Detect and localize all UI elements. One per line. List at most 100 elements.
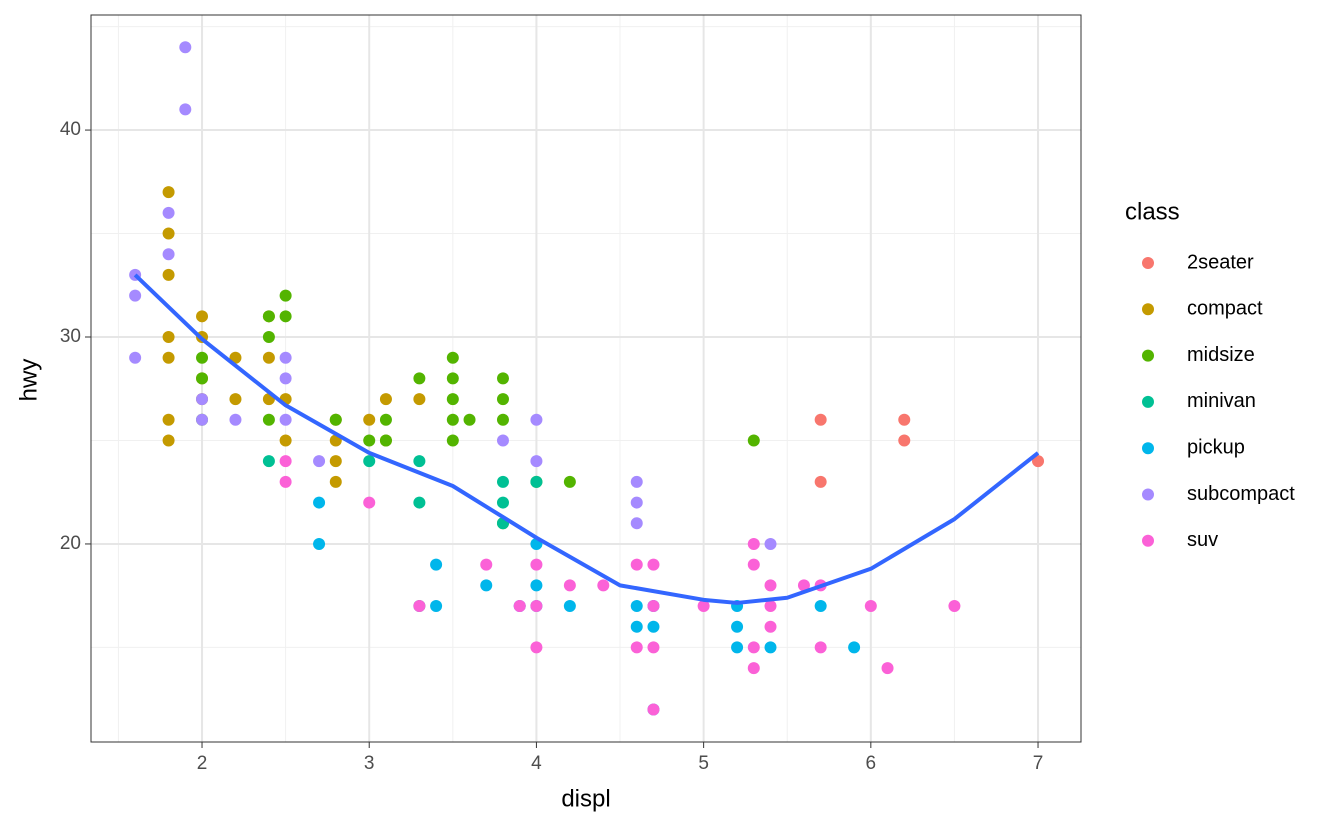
point bbox=[764, 620, 777, 633]
point bbox=[647, 558, 660, 571]
point bbox=[162, 206, 175, 219]
point bbox=[797, 579, 810, 592]
point bbox=[747, 558, 760, 571]
point bbox=[496, 372, 509, 385]
point bbox=[848, 641, 861, 654]
point bbox=[563, 475, 576, 488]
point bbox=[630, 641, 643, 654]
point bbox=[279, 475, 292, 488]
point bbox=[413, 455, 426, 468]
point bbox=[496, 413, 509, 426]
point bbox=[379, 413, 392, 426]
y-tick-label: 30 bbox=[60, 326, 81, 347]
point bbox=[313, 537, 326, 550]
point bbox=[530, 600, 543, 613]
point bbox=[630, 496, 643, 509]
legend-label: midsize bbox=[1187, 344, 1255, 366]
x-tick-label: 6 bbox=[866, 753, 877, 774]
legend-title: class bbox=[1125, 198, 1180, 225]
point bbox=[563, 600, 576, 613]
point bbox=[948, 600, 961, 613]
point bbox=[179, 41, 192, 54]
point bbox=[162, 227, 175, 240]
point bbox=[764, 537, 777, 550]
point bbox=[647, 600, 660, 613]
point bbox=[162, 248, 175, 261]
point bbox=[363, 496, 376, 509]
point bbox=[647, 641, 660, 654]
point bbox=[731, 620, 744, 633]
point bbox=[747, 641, 760, 654]
point bbox=[279, 289, 292, 302]
point bbox=[814, 413, 827, 426]
point bbox=[413, 372, 426, 385]
point bbox=[496, 393, 509, 406]
point bbox=[563, 579, 576, 592]
point bbox=[196, 393, 209, 406]
point bbox=[129, 351, 142, 364]
point bbox=[229, 413, 242, 426]
x-tick-label: 4 bbox=[531, 753, 542, 774]
x-tick-label: 7 bbox=[1033, 753, 1044, 774]
smooth-line bbox=[133, 273, 1040, 605]
point bbox=[262, 413, 275, 426]
point bbox=[262, 455, 275, 468]
point bbox=[162, 351, 175, 364]
point bbox=[329, 475, 342, 488]
point bbox=[413, 393, 426, 406]
point bbox=[747, 537, 760, 550]
point bbox=[630, 558, 643, 571]
point bbox=[530, 475, 543, 488]
point bbox=[747, 434, 760, 447]
point bbox=[279, 434, 292, 447]
point bbox=[363, 434, 376, 447]
point bbox=[764, 600, 777, 613]
point bbox=[279, 351, 292, 364]
point bbox=[413, 600, 426, 613]
point bbox=[630, 475, 643, 488]
point bbox=[179, 103, 192, 116]
point bbox=[1032, 455, 1045, 468]
point bbox=[446, 393, 459, 406]
point bbox=[630, 600, 643, 613]
y-axis-label: hwy bbox=[15, 359, 42, 402]
legend-label: suv bbox=[1187, 529, 1218, 551]
point bbox=[446, 434, 459, 447]
point bbox=[530, 641, 543, 654]
legend-marker bbox=[1142, 534, 1154, 547]
point bbox=[630, 620, 643, 633]
point bbox=[229, 393, 242, 406]
point bbox=[363, 413, 376, 426]
point bbox=[496, 496, 509, 509]
point bbox=[162, 413, 175, 426]
point bbox=[363, 455, 376, 468]
legend-label: subcompact bbox=[1187, 483, 1295, 505]
point bbox=[747, 662, 760, 675]
point bbox=[196, 413, 209, 426]
point bbox=[446, 413, 459, 426]
point bbox=[329, 455, 342, 468]
point bbox=[530, 558, 543, 571]
legend-marker bbox=[1142, 303, 1154, 316]
legend-label: pickup bbox=[1187, 436, 1245, 458]
point bbox=[697, 600, 710, 613]
point bbox=[262, 310, 275, 323]
point bbox=[279, 372, 292, 385]
x-tick-label: 5 bbox=[698, 753, 709, 774]
x-tick-label: 3 bbox=[364, 753, 375, 774]
point bbox=[814, 475, 827, 488]
legend-marker bbox=[1142, 257, 1154, 269]
point bbox=[279, 455, 292, 468]
point bbox=[463, 413, 476, 426]
point bbox=[480, 558, 493, 571]
point bbox=[413, 496, 426, 509]
panel-border bbox=[90, 14, 1082, 743]
point bbox=[814, 600, 827, 613]
point bbox=[379, 434, 392, 447]
legend-marker bbox=[1142, 395, 1154, 408]
point bbox=[513, 600, 526, 613]
point bbox=[162, 186, 175, 199]
point bbox=[530, 455, 543, 468]
point bbox=[881, 662, 894, 675]
